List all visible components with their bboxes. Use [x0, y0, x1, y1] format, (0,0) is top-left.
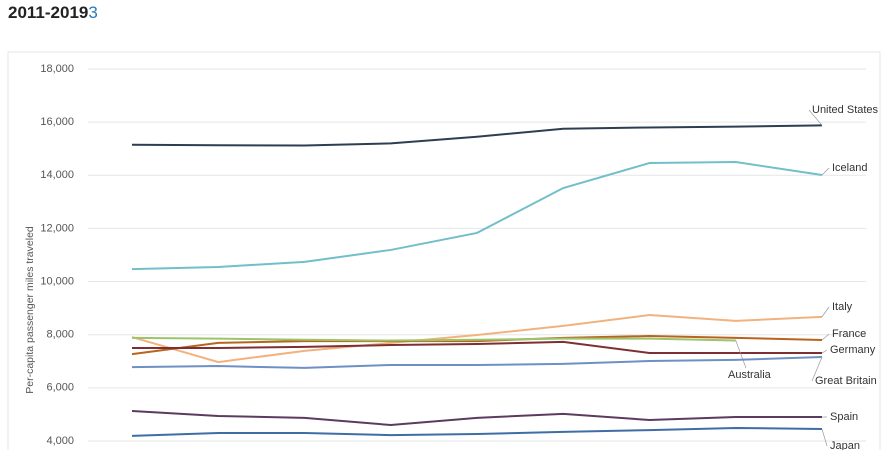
y-tick-label: 18,000 [40, 63, 74, 75]
series-label: Germany [830, 344, 876, 356]
series-label: Japan [830, 440, 860, 450]
series-label: Great Britain [815, 375, 877, 387]
y-tick-label: 14,000 [40, 169, 74, 181]
y-tick-label: 8,000 [46, 329, 74, 341]
leader-line [735, 340, 747, 369]
series-line [132, 340, 822, 355]
y-tick-label: 16,000 [40, 116, 74, 128]
series-line [131, 356, 823, 369]
series-line [131, 409, 822, 427]
series-label: United States [812, 104, 879, 116]
leader-line [821, 167, 830, 176]
series-label: France [832, 328, 866, 340]
y-tick-label: 10,000 [40, 275, 74, 287]
title-text: 2011-2019 [8, 3, 88, 22]
series-line [131, 335, 823, 356]
y-tick-label: 12,000 [40, 222, 74, 234]
leader-line [808, 109, 823, 126]
series-line [131, 314, 823, 364]
y-axis-title: Per-capita passenger miles traveled [24, 226, 36, 394]
series-label: Italy [832, 301, 853, 313]
title-footnote[interactable]: 3 [88, 3, 97, 22]
series-label: Spain [830, 411, 858, 423]
leader-line [821, 349, 828, 354]
series-label: Australia [728, 369, 772, 381]
series-line [131, 160, 823, 271]
y-tick-label: 6,000 [46, 382, 74, 394]
chart-title: 2011-20193 [8, 3, 98, 22]
leader-line [811, 356, 823, 382]
series-line [131, 124, 823, 147]
leader-line [821, 306, 830, 318]
leader-line [821, 428, 828, 447]
leader-line [821, 333, 830, 341]
series-label: Iceland [832, 162, 867, 174]
series-line [131, 336, 736, 342]
y-tick-label: 4,000 [46, 435, 74, 447]
series-line [131, 426, 823, 437]
plot-frame [7, 51, 881, 450]
